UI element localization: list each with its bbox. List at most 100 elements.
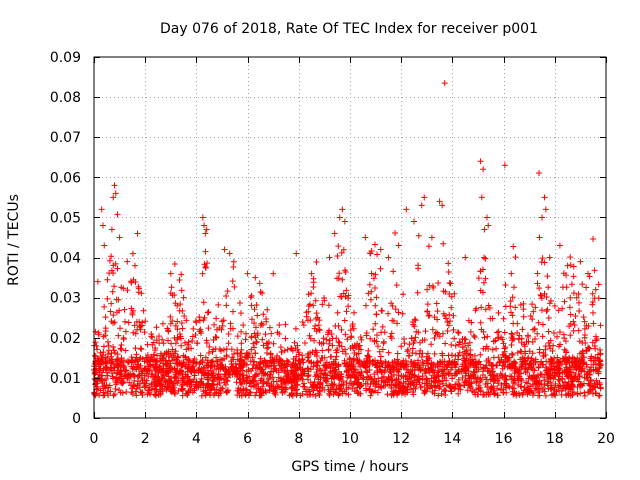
data-point xyxy=(462,254,469,261)
data-point xyxy=(389,359,396,366)
data-point xyxy=(254,312,261,319)
data-point xyxy=(169,346,176,353)
data-point xyxy=(293,250,300,257)
data-point xyxy=(188,379,195,386)
data-point xyxy=(445,322,452,329)
data-point xyxy=(139,355,146,362)
data-point xyxy=(236,375,243,382)
data-point xyxy=(518,364,525,371)
data-point xyxy=(581,331,588,338)
data-point xyxy=(215,370,222,377)
data-point xyxy=(456,349,463,356)
data-point xyxy=(124,258,131,265)
data-point xyxy=(551,303,558,310)
data-point xyxy=(508,334,515,341)
data-point xyxy=(224,288,231,295)
data-point xyxy=(536,349,543,356)
data-point xyxy=(484,368,491,375)
data-point xyxy=(366,353,373,360)
data-point xyxy=(193,379,200,386)
data-point xyxy=(478,194,485,201)
data-point xyxy=(575,290,582,297)
data-point xyxy=(352,374,359,381)
data-point xyxy=(238,340,245,347)
data-point xyxy=(431,390,438,397)
data-point xyxy=(258,375,265,382)
data-point xyxy=(312,297,319,304)
data-point xyxy=(178,287,185,294)
data-point xyxy=(583,284,590,291)
data-point xyxy=(174,318,181,325)
data-point xyxy=(591,267,598,274)
data-point xyxy=(236,299,243,306)
y-tick-label: 0.04 xyxy=(50,251,81,267)
data-point xyxy=(337,374,344,381)
data-point xyxy=(128,363,135,370)
data-point xyxy=(585,322,592,329)
data-point xyxy=(500,315,507,322)
data-point xyxy=(247,294,254,301)
data-point xyxy=(577,258,584,265)
data-point xyxy=(275,358,282,365)
data-point xyxy=(355,375,362,382)
data-point xyxy=(118,341,125,348)
data-point xyxy=(174,354,181,361)
data-point xyxy=(411,367,418,374)
data-point xyxy=(108,359,115,366)
data-point xyxy=(454,329,461,336)
data-point xyxy=(591,295,598,302)
data-point xyxy=(331,373,338,380)
data-point xyxy=(290,384,297,391)
data-point xyxy=(247,379,254,386)
data-point xyxy=(362,302,369,309)
data-point xyxy=(105,392,112,399)
data-point xyxy=(411,218,417,225)
data-point xyxy=(310,302,317,309)
data-point xyxy=(121,363,128,370)
data-point xyxy=(412,385,419,392)
data-point xyxy=(546,254,553,261)
data-point xyxy=(372,302,379,309)
data-point xyxy=(340,378,347,385)
data-point xyxy=(127,373,134,380)
data-point xyxy=(536,234,543,241)
data-point xyxy=(366,281,373,288)
data-point xyxy=(112,190,119,197)
data-point xyxy=(507,303,514,310)
data-point xyxy=(335,322,342,329)
data-point xyxy=(423,368,430,375)
data-point xyxy=(121,306,128,313)
data-point xyxy=(225,330,232,337)
data-point xyxy=(251,306,258,313)
data-point xyxy=(120,357,127,364)
data-point xyxy=(156,376,163,383)
data-point xyxy=(191,367,198,374)
data-point xyxy=(321,295,328,302)
data-point xyxy=(101,303,108,310)
data-point xyxy=(184,391,191,398)
data-point xyxy=(590,357,597,364)
data-point xyxy=(534,270,541,277)
data-point xyxy=(345,292,352,299)
x-tick-label: 18 xyxy=(546,431,564,447)
data-point xyxy=(477,351,484,358)
data-point xyxy=(252,334,259,341)
data-point xyxy=(514,366,521,373)
data-point xyxy=(585,270,592,277)
data-point xyxy=(360,374,367,381)
data-point xyxy=(184,368,191,375)
data-point xyxy=(555,376,562,383)
y-tick-label: 0.05 xyxy=(50,210,81,226)
data-point xyxy=(205,372,212,379)
data-point xyxy=(455,390,462,397)
data-point xyxy=(529,301,536,308)
data-point xyxy=(545,370,552,377)
data-point xyxy=(213,386,220,393)
data-point xyxy=(253,370,260,377)
data-point xyxy=(396,380,403,387)
data-point xyxy=(477,268,484,275)
data-point xyxy=(501,348,508,355)
data-point xyxy=(266,375,273,382)
data-point xyxy=(303,313,310,320)
data-point xyxy=(329,342,336,349)
